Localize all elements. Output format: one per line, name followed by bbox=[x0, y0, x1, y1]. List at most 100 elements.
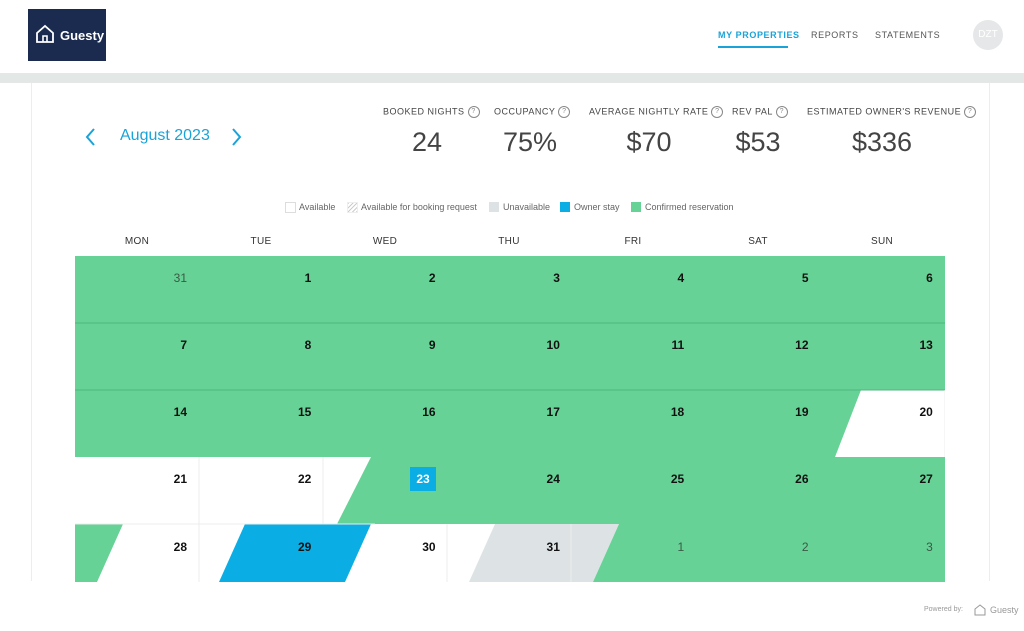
weekday-header: SAT bbox=[748, 236, 768, 247]
day-number[interactable]: 3 bbox=[553, 271, 560, 285]
legend-label: Confirmed reservation bbox=[645, 202, 734, 212]
legend-label: Owner stay bbox=[574, 202, 620, 212]
day-number[interactable]: 20 bbox=[919, 405, 933, 419]
reservation-band[interactable] bbox=[75, 323, 945, 390]
weekday-header: WED bbox=[372, 236, 398, 247]
stat-occupancy: OCCUPANCY? 75% bbox=[494, 106, 571, 158]
stat-value: $53 bbox=[735, 127, 781, 157]
stat-label: AVERAGE NIGHTLY RATE bbox=[589, 106, 709, 117]
user-avatar[interactable]: DZT bbox=[973, 20, 1003, 50]
stat-booked-nights: BOOKED NIGHTS? 24 bbox=[383, 106, 480, 158]
legend-swatch bbox=[631, 202, 641, 212]
day-number[interactable]: 21 bbox=[174, 472, 188, 486]
day-number[interactable]: 13 bbox=[919, 338, 933, 352]
day-number[interactable]: 9 bbox=[429, 338, 436, 352]
page-footer bbox=[0, 592, 1024, 631]
chevron-left-icon[interactable] bbox=[84, 126, 98, 148]
reservation-band[interactable] bbox=[75, 390, 861, 457]
nav-statements[interactable]: STATEMENTS bbox=[875, 30, 941, 40]
reservation-band[interactable] bbox=[593, 524, 945, 582]
day-number[interactable]: 1 bbox=[305, 271, 312, 285]
stat-estimated-owners-revenue: ESTIMATED OWNER'S REVENUE? $336 bbox=[807, 106, 977, 158]
day-number[interactable]: 8 bbox=[305, 338, 312, 352]
powered-by-label: Powered by: bbox=[924, 606, 963, 613]
day-number[interactable]: 22 bbox=[298, 472, 312, 486]
day-number[interactable]: 31 bbox=[547, 540, 561, 554]
stat-label: OCCUPANCY bbox=[494, 106, 556, 117]
help-icon[interactable]: ? bbox=[711, 106, 724, 118]
day-number[interactable]: 31 bbox=[174, 271, 188, 285]
stat-label: ESTIMATED OWNER'S REVENUE bbox=[807, 106, 962, 117]
day-number[interactable]: 17 bbox=[547, 405, 561, 419]
day-number[interactable]: 30 bbox=[422, 540, 436, 554]
today-day-number[interactable]: 23 bbox=[416, 472, 430, 486]
day-number[interactable]: 1 bbox=[678, 540, 685, 554]
weekday-header: SUN bbox=[870, 236, 893, 247]
day-number[interactable]: 15 bbox=[298, 405, 312, 419]
today-badge bbox=[410, 467, 436, 491]
day-number[interactable]: 27 bbox=[919, 472, 933, 486]
help-icon[interactable]: ? bbox=[964, 106, 977, 118]
header-divider-bar bbox=[0, 73, 1024, 83]
reservation-band[interactable] bbox=[75, 256, 945, 323]
day-number[interactable]: 28 bbox=[174, 540, 188, 554]
reservation-band[interactable] bbox=[337, 457, 945, 524]
legend-swatch bbox=[489, 202, 499, 212]
day-number[interactable]: 3 bbox=[926, 540, 933, 554]
stat-value: $336 bbox=[851, 127, 913, 157]
legend-swatch bbox=[560, 202, 570, 212]
day-number[interactable]: 7 bbox=[180, 338, 187, 352]
stat-value: $70 bbox=[626, 127, 672, 157]
stat-label: BOOKED NIGHTS bbox=[383, 106, 465, 117]
day-number[interactable]: 25 bbox=[671, 472, 685, 486]
day-number[interactable]: 18 bbox=[671, 405, 685, 419]
stat-value: 75% bbox=[502, 127, 558, 157]
legend-swatch bbox=[285, 202, 296, 213]
powered-by-brand: Guesty bbox=[990, 605, 1019, 615]
reservation-band[interactable] bbox=[75, 524, 123, 582]
help-icon[interactable]: ? bbox=[467, 106, 480, 118]
day-number[interactable]: 12 bbox=[795, 338, 809, 352]
stat-value: 24 bbox=[411, 127, 443, 157]
weekday-header: MON bbox=[124, 236, 150, 247]
weekday-header: FRI bbox=[624, 236, 642, 247]
day-number[interactable]: 4 bbox=[678, 271, 685, 285]
owner-stay-band[interactable] bbox=[219, 524, 371, 582]
weekday-header: THU bbox=[498, 236, 520, 247]
chevron-right-icon[interactable] bbox=[229, 126, 243, 148]
legend-label: Available bbox=[299, 202, 336, 212]
top-header: Guesty MY PROPERTIES REPORTS STATEMENTS … bbox=[0, 0, 1024, 73]
nav-reports[interactable]: REPORTS bbox=[811, 30, 859, 40]
house-icon bbox=[36, 24, 54, 43]
day-number[interactable]: 5 bbox=[802, 271, 809, 285]
legend-label: Unavailable bbox=[503, 202, 551, 212]
month-label: August 2023 bbox=[120, 127, 210, 144]
grid-lines bbox=[75, 390, 945, 582]
day-number[interactable]: 14 bbox=[174, 405, 188, 419]
day-number[interactable]: 29 bbox=[298, 540, 312, 554]
day-number[interactable]: 6 bbox=[926, 271, 933, 285]
stat-rev-pal: REV PAL? $53 bbox=[732, 106, 788, 158]
day-number[interactable]: 16 bbox=[422, 405, 436, 419]
nav-my-properties[interactable]: MY PROPERTIES bbox=[718, 30, 800, 40]
logo-text: Guesty bbox=[60, 28, 105, 43]
day-number[interactable]: 24 bbox=[547, 472, 561, 486]
stat-average-nightly-rate: AVERAGE NIGHTLY RATE? $70 bbox=[589, 106, 724, 158]
day-number[interactable]: 11 bbox=[672, 338, 685, 352]
day-number[interactable]: 10 bbox=[547, 338, 561, 352]
day-number[interactable]: 2 bbox=[802, 540, 809, 554]
guesty-logo[interactable]: Guesty bbox=[28, 9, 106, 61]
day-number[interactable]: 2 bbox=[429, 271, 436, 285]
day-number[interactable]: 26 bbox=[795, 472, 809, 486]
active-nav-underline bbox=[718, 46, 788, 48]
grid-lines bbox=[75, 322, 945, 391]
unavailable-band[interactable] bbox=[469, 524, 619, 582]
help-icon[interactable]: ? bbox=[775, 106, 788, 118]
legend-label: Available for booking request bbox=[361, 202, 477, 212]
day-number[interactable]: 19 bbox=[795, 405, 809, 419]
stat-label: REV PAL bbox=[732, 106, 773, 117]
help-icon[interactable]: ? bbox=[558, 106, 571, 118]
weekday-header: TUE bbox=[250, 236, 272, 247]
